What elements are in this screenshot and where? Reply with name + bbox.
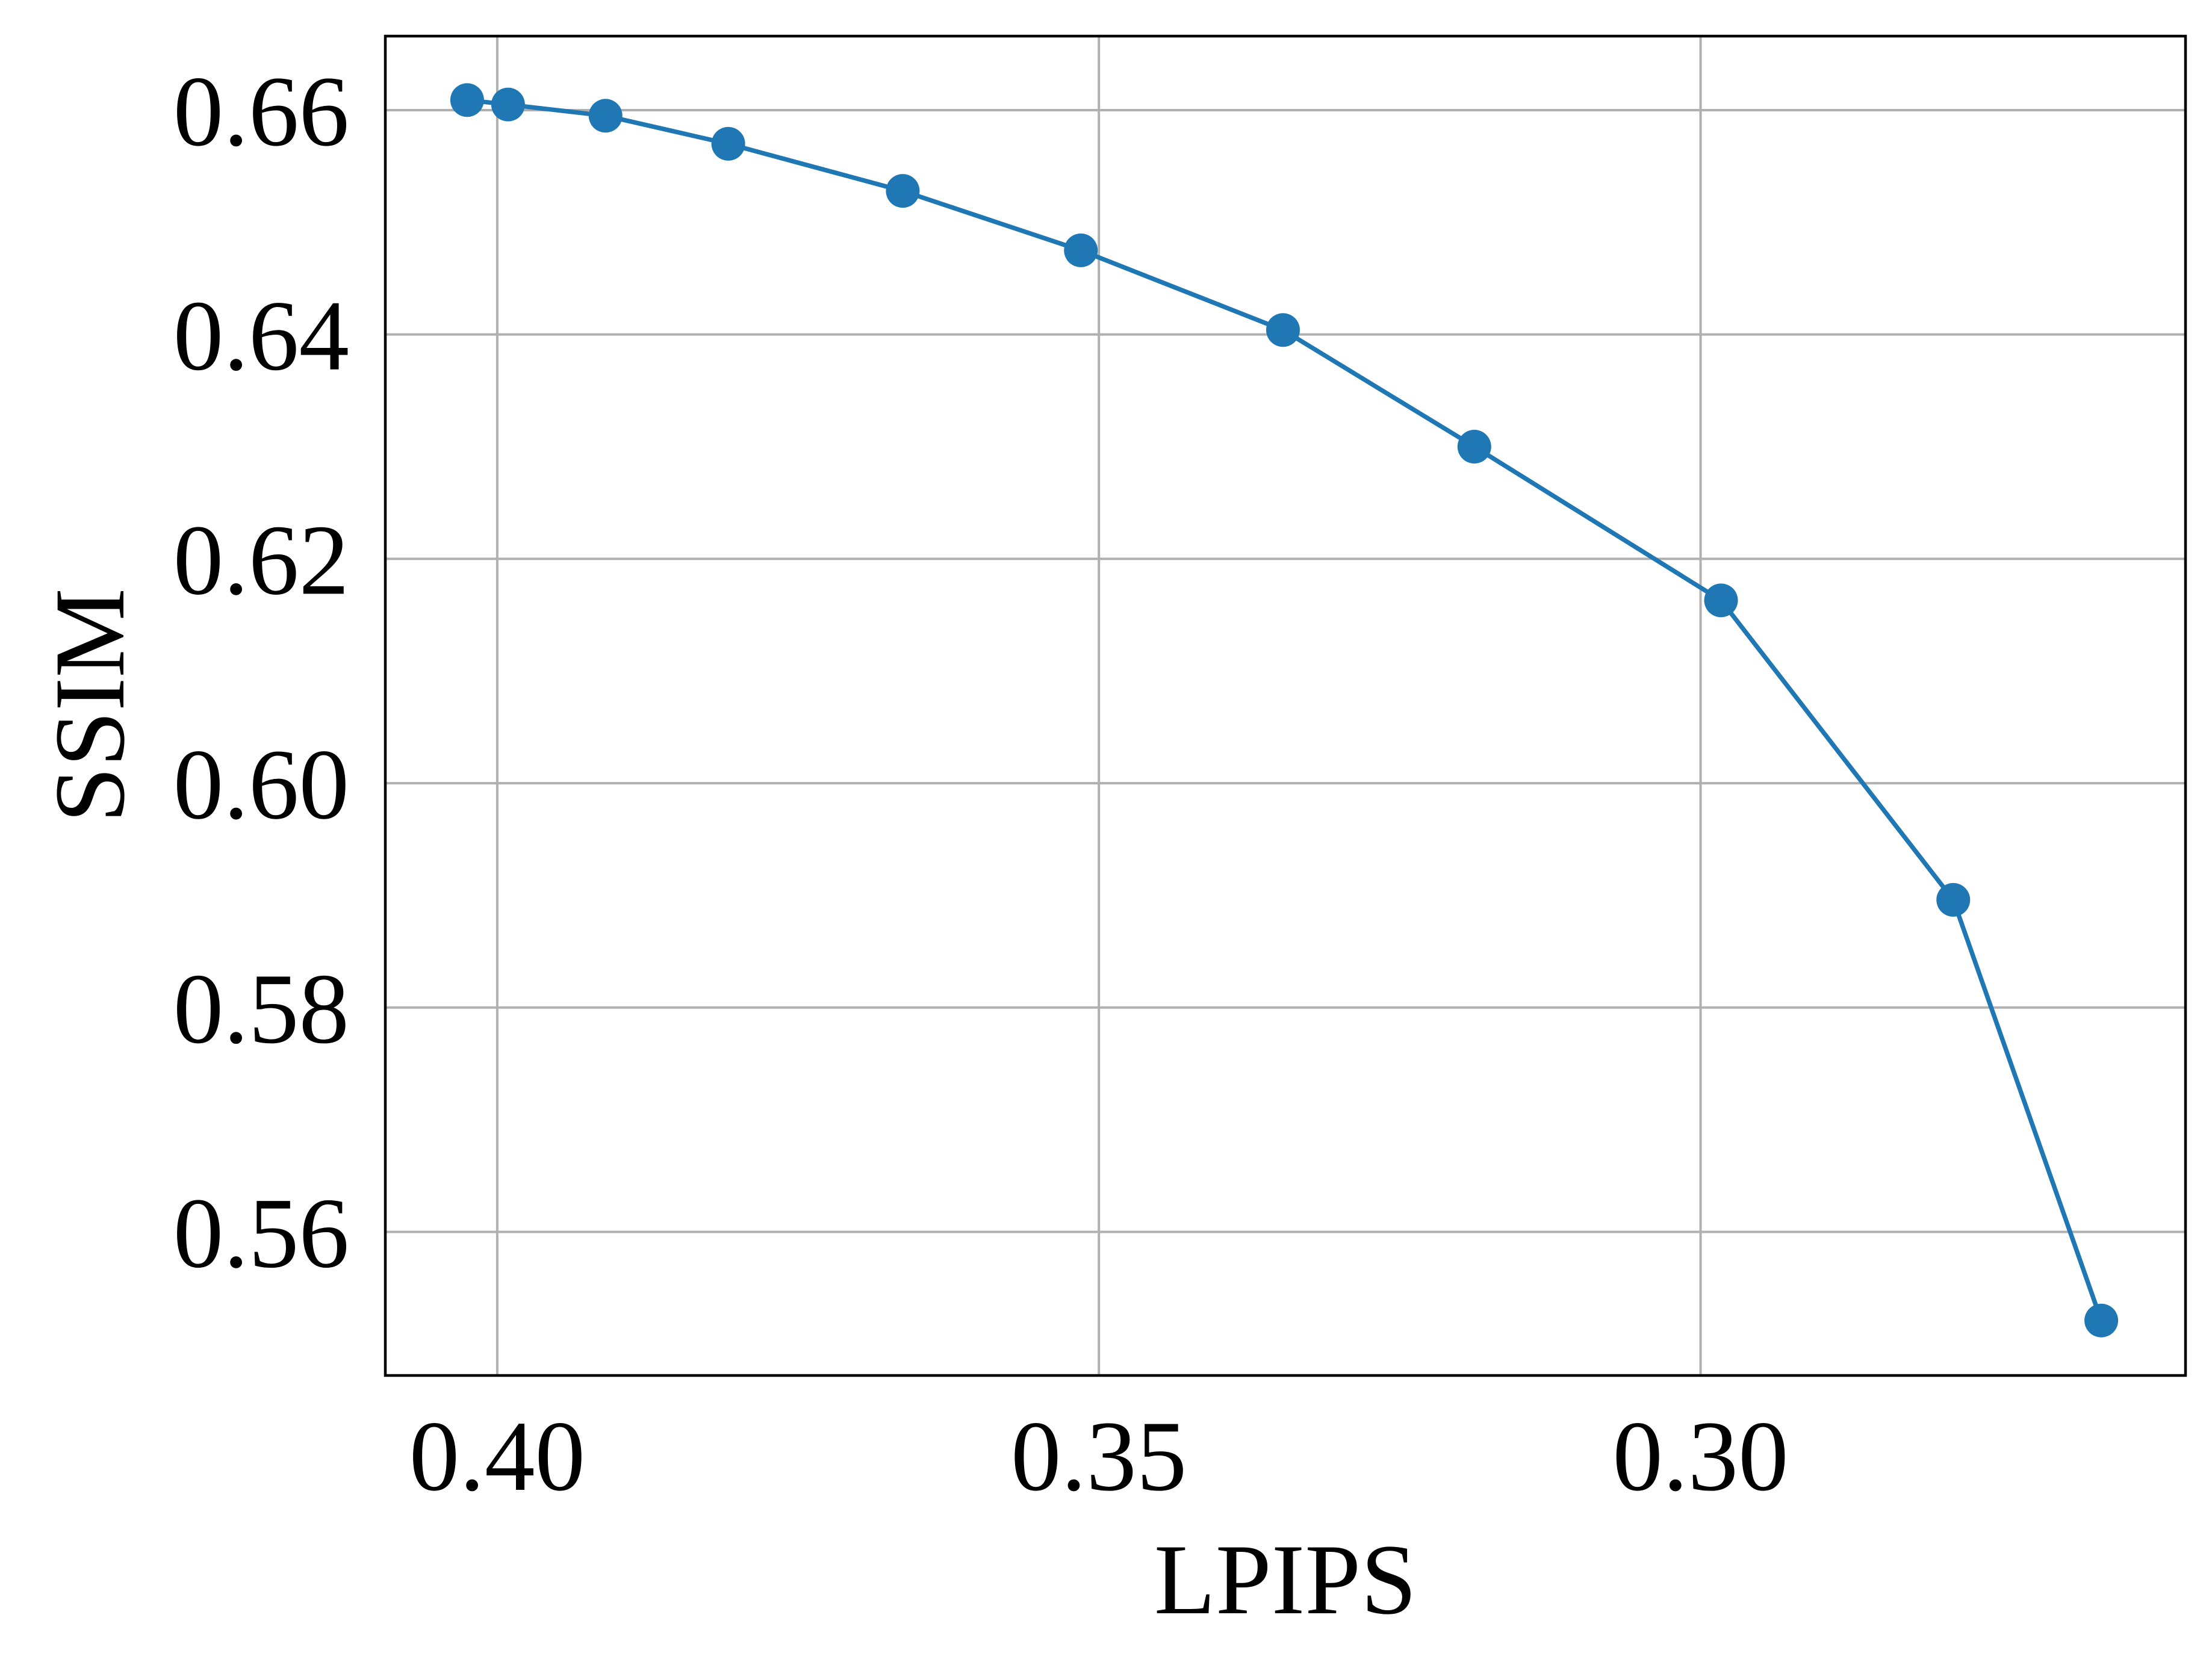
y-tick-label: 0.58	[173, 953, 349, 1065]
data-point	[491, 87, 525, 122]
y-tick-label: 0.60	[173, 729, 349, 840]
data-point	[711, 126, 745, 161]
data-point	[1457, 430, 1491, 464]
data-point	[1704, 583, 1738, 618]
x-tick-label: 0.35	[1011, 1401, 1187, 1512]
x-axis-label: LPIPS	[1154, 1524, 1417, 1636]
y-tick-label: 0.56	[173, 1177, 349, 1289]
series-group	[450, 83, 2119, 1338]
data-point	[2084, 1303, 2119, 1338]
y-tick-label: 0.62	[173, 504, 349, 616]
x-tick-labels: 0.40 0.35 0.30	[409, 1401, 1789, 1512]
y-gridlines	[385, 108, 2186, 1233]
y-axis-label: SSIM	[34, 588, 146, 823]
y-tick-label: 0.66	[173, 56, 349, 167]
y-tick-label: 0.64	[173, 281, 349, 392]
x-tick-label: 0.40	[409, 1401, 585, 1512]
plot-frame	[384, 34, 2187, 1377]
data-point	[1064, 233, 1098, 267]
data-point	[450, 83, 484, 117]
data-point	[886, 174, 920, 208]
plot-background	[385, 36, 2186, 1375]
data-point	[588, 99, 623, 133]
data-point	[1266, 313, 1300, 347]
x-tick-label: 0.30	[1612, 1401, 1788, 1512]
y-tick-labels: 0.56 0.58 0.60 0.62 0.64 0.66	[173, 56, 349, 1289]
data-point	[1936, 882, 1971, 917]
